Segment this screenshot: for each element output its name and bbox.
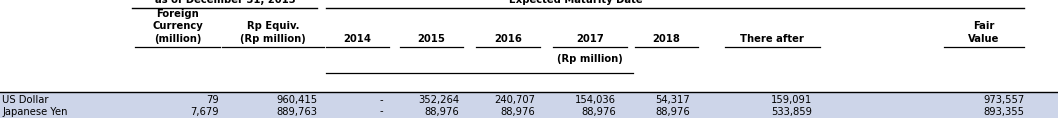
Text: Rp Equiv.
(Rp million): Rp Equiv. (Rp million): [240, 21, 306, 44]
Text: US Dollar: US Dollar: [2, 95, 49, 105]
Text: 2015: 2015: [418, 34, 445, 44]
Text: (Rp million): (Rp million): [558, 54, 623, 64]
Text: Fair
Value: Fair Value: [968, 21, 1000, 44]
Text: as of December 31, 2013: as of December 31, 2013: [154, 0, 295, 5]
Text: 973,557: 973,557: [983, 95, 1024, 105]
Text: 79: 79: [206, 95, 219, 105]
Text: 533,859: 533,859: [771, 107, 813, 116]
Text: 2017: 2017: [577, 34, 604, 44]
Text: 54,317: 54,317: [655, 95, 690, 105]
Text: Japanese Yen: Japanese Yen: [2, 107, 68, 116]
Text: 240,707: 240,707: [494, 95, 535, 105]
Text: Foreign
Currency
(million): Foreign Currency (million): [152, 9, 203, 44]
Text: 88,976: 88,976: [581, 107, 616, 116]
Bar: [0, 92, 1058, 118]
Text: 88,976: 88,976: [500, 107, 535, 116]
Text: 893,355: 893,355: [983, 107, 1024, 116]
Text: 889,763: 889,763: [276, 107, 317, 116]
Text: 88,976: 88,976: [655, 107, 690, 116]
Text: Expected Maturity Date: Expected Maturity Date: [509, 0, 642, 5]
Text: 7,679: 7,679: [190, 107, 219, 116]
Text: 960,415: 960,415: [276, 95, 317, 105]
Text: 154,036: 154,036: [574, 95, 616, 105]
Text: There after: There after: [741, 34, 804, 44]
Text: 159,091: 159,091: [771, 95, 813, 105]
Text: 352,264: 352,264: [418, 95, 459, 105]
Text: 2014: 2014: [344, 34, 371, 44]
Text: 2018: 2018: [653, 34, 680, 44]
Text: 2016: 2016: [494, 34, 522, 44]
Text: -: -: [380, 95, 383, 105]
Text: -: -: [380, 107, 383, 116]
Text: 88,976: 88,976: [424, 107, 459, 116]
